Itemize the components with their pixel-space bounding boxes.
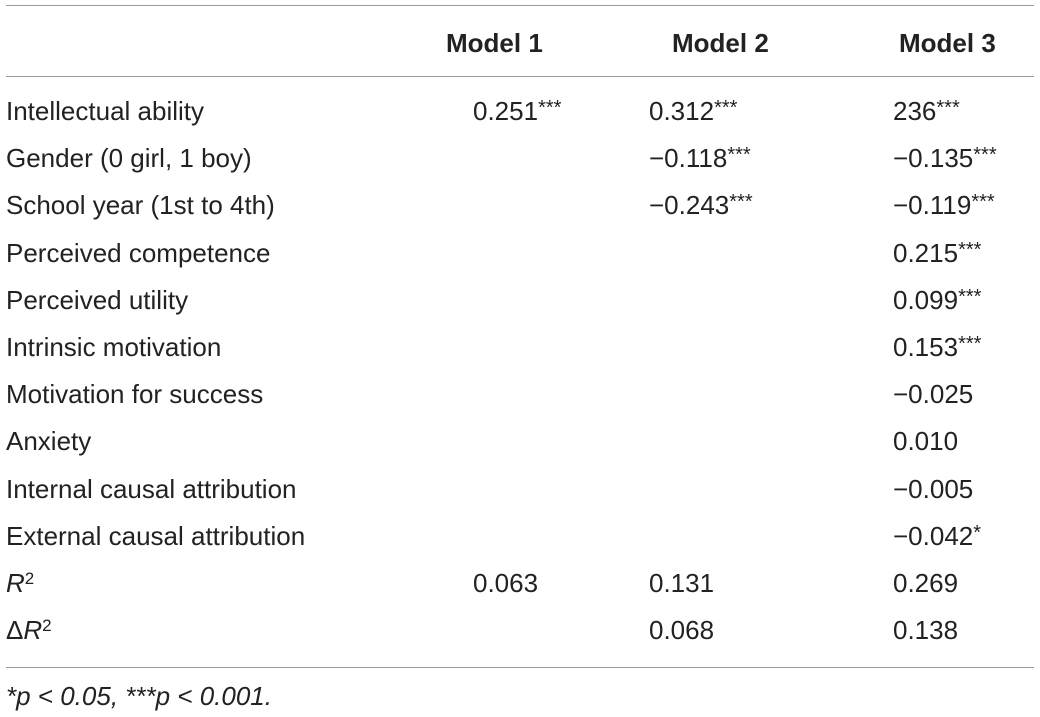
- cell-model-3: −0.005: [893, 474, 974, 504]
- header-model-3: Model 3: [899, 28, 996, 58]
- cell-model-3: −0.025: [893, 379, 974, 409]
- cell-model-1: 0.251***: [473, 96, 562, 126]
- cell-model-3: 236***: [893, 96, 960, 126]
- row-label: External causal attribution: [6, 521, 306, 551]
- cell-model-3: 0.215***: [893, 238, 982, 268]
- cell-model-2: 0.131: [649, 568, 715, 598]
- cell-model-2: −0.243***: [649, 190, 753, 220]
- footnote: *p < 0.05, ***p < 0.001.: [6, 681, 272, 711]
- cell-model-3: 0.099***: [893, 285, 982, 315]
- row-label: Internal causal attribution: [6, 474, 297, 504]
- cell-model-3: 0.269: [893, 568, 959, 598]
- row-label: School year (1st to 4th): [6, 190, 275, 220]
- cell-model-1: 0.063: [473, 568, 539, 598]
- header-model-2: Model 2: [672, 28, 769, 58]
- bottom-rule: [6, 667, 1034, 668]
- cell-model-3: −0.135***: [893, 143, 997, 173]
- cell-model-3: 0.138: [893, 615, 959, 645]
- row-label: Intellectual ability: [6, 96, 204, 126]
- top-rule: [6, 5, 1034, 6]
- row-label: Perceived competence: [6, 238, 271, 268]
- header-model-1: Model 1: [446, 28, 543, 58]
- row-label: Intrinsic motivation: [6, 332, 222, 362]
- cell-model-2: 0.312***: [649, 96, 738, 126]
- header-rule: [6, 76, 1034, 77]
- row-label: Anxiety: [6, 426, 92, 456]
- cell-model-3: −0.042*: [893, 521, 982, 551]
- row-label: Perceived utility: [6, 285, 189, 315]
- cell-model-3: 0.153***: [893, 332, 982, 362]
- row-label: ΔR2: [6, 615, 52, 645]
- cell-model-3: 0.010: [893, 426, 959, 456]
- row-label: R2: [6, 568, 35, 598]
- cell-model-2: −0.118***: [649, 143, 751, 173]
- row-label: Motivation for success: [6, 379, 264, 409]
- cell-model-2: 0.068: [649, 615, 715, 645]
- row-label: Gender (0 girl, 1 boy): [6, 143, 252, 173]
- cell-model-3: −0.119***: [893, 190, 995, 220]
